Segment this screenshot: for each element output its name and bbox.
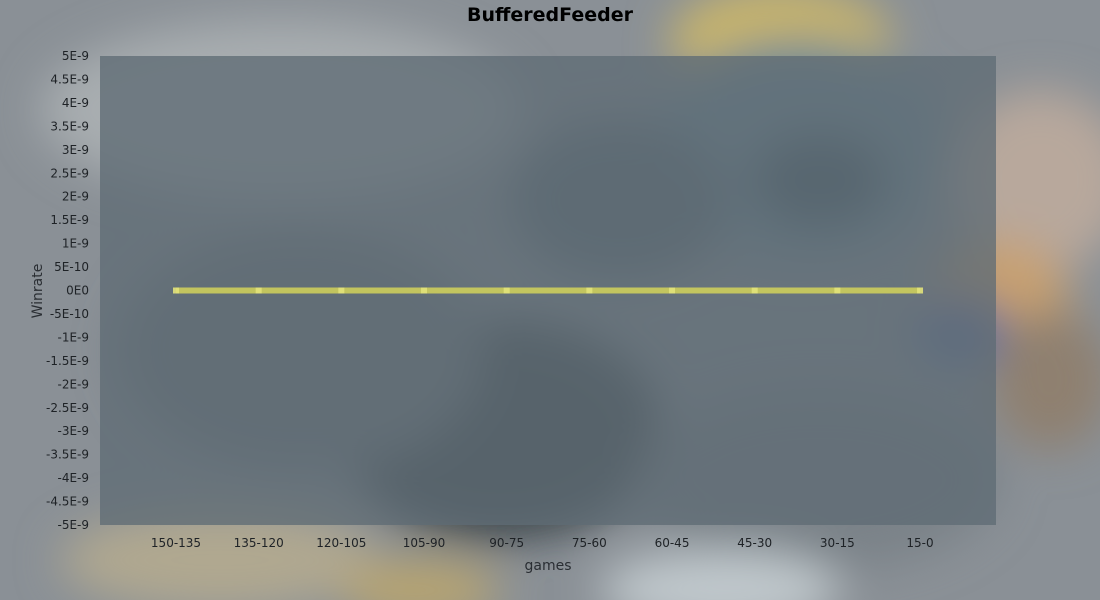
y-tick-label: -2.5E-9	[46, 401, 89, 415]
x-axis-title: games	[524, 558, 571, 574]
x-tick-label: 15-0	[906, 536, 933, 550]
x-tick-label: 75-60	[572, 536, 607, 550]
y-tick-label: -3.5E-9	[46, 448, 89, 462]
y-tick-label: 1.5E-9	[50, 213, 89, 227]
x-tick-label: 150-135	[151, 536, 201, 550]
y-axis-title: Winrate	[30, 264, 46, 319]
y-tick-label: -5E-9	[57, 518, 89, 532]
y-tick-label: 4.5E-9	[50, 72, 89, 86]
x-axis-ticks: 150-135 135-120 120-105 105-90 90-75 75-60 60-…	[151, 536, 934, 550]
x-tick-label: 90-75	[489, 536, 524, 550]
x-tick-label: 135-120	[234, 536, 284, 550]
data-point[interactable]	[255, 287, 262, 294]
x-tick-label: 120-105	[316, 536, 366, 550]
x-tick-label: 30-15	[820, 536, 855, 550]
data-point[interactable]	[751, 287, 758, 294]
data-point[interactable]	[917, 287, 924, 294]
y-tick-label: 4E-9	[62, 96, 89, 110]
data-point[interactable]	[834, 287, 841, 294]
x-tick-label: 45-30	[737, 536, 772, 550]
y-tick-label: 2.5E-9	[50, 166, 89, 180]
y-tick-label: 3E-9	[62, 143, 89, 157]
y-tick-label: -2E-9	[57, 377, 89, 391]
y-tick-label: 3.5E-9	[50, 119, 89, 133]
data-point[interactable]	[338, 287, 345, 294]
data-point[interactable]	[669, 287, 676, 294]
data-point[interactable]	[173, 287, 179, 294]
y-tick-label: 1E-9	[62, 237, 89, 251]
y-axis-ticks: 5E-9 4.5E-9 4E-9 3.5E-9 3E-9 2.5E-9 2E-9 1.5E-9…	[46, 49, 89, 532]
data-point[interactable]	[503, 287, 510, 294]
y-tick-label: -1E-9	[57, 330, 89, 344]
chart-title: BufferedFeeder	[467, 4, 634, 26]
y-tick-label: 5E-10	[54, 260, 89, 274]
x-tick-label: 105-90	[403, 536, 446, 550]
y-tick-label: -4E-9	[57, 471, 89, 485]
series-layer	[173, 287, 924, 294]
y-tick-label: 2E-9	[62, 190, 89, 204]
y-tick-label: -5E-10	[50, 307, 89, 321]
y-tick-label: 0E0	[66, 284, 89, 298]
y-tick-label: -1.5E-9	[46, 354, 89, 368]
x-tick-label: 60-45	[655, 536, 690, 550]
data-point[interactable]	[586, 287, 593, 294]
y-tick-label: 5E-9	[62, 49, 89, 63]
data-point[interactable]	[421, 287, 428, 294]
y-tick-label: -3E-9	[57, 424, 89, 438]
y-tick-label: -4.5E-9	[46, 495, 89, 509]
